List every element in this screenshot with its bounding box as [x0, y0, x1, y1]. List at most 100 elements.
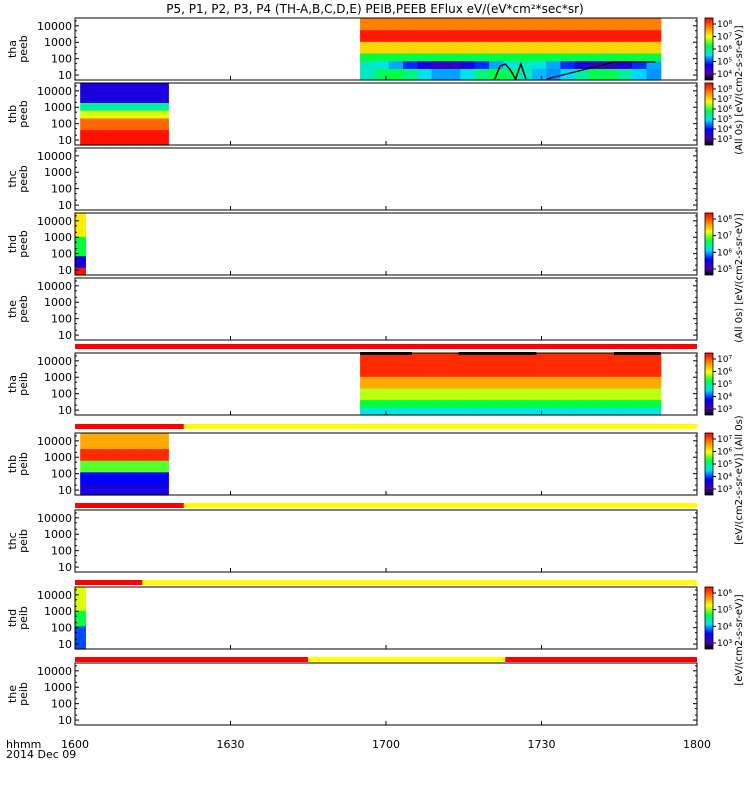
spectrogram-cell: [388, 387, 404, 393]
spectrogram-cell: [474, 21, 490, 27]
spectrogram-cell: [574, 356, 590, 362]
spectrogram-cell: [80, 133, 96, 138]
spectrogram-cell: [603, 372, 619, 377]
spectrogram-cell: [503, 364, 519, 370]
spectrogram-cell: [124, 471, 140, 477]
spectrogram-cell: [75, 244, 86, 249]
spectrogram-cell: [124, 94, 140, 100]
spectrogram-cell: [474, 360, 490, 366]
spectrogram-cell: [560, 399, 576, 404]
spectrogram-cell: [374, 395, 390, 401]
spectrogram-cell: [403, 76, 418, 81]
spectrogram-cell: [109, 117, 125, 123]
colorbar-tick-label: 10⁵: [717, 460, 732, 470]
spectrogram-cell: [488, 25, 504, 31]
spectrogram-cell: [75, 255, 86, 261]
spectrogram-cell: [617, 364, 633, 370]
spectrogram-cell: [632, 353, 648, 358]
colorbar-tick-label: 10⁸: [717, 215, 732, 225]
time-tick-label: 1800: [683, 738, 711, 751]
spectrogram-cell: [445, 21, 461, 27]
spectrogram-cell: [488, 372, 504, 377]
y-tick-label: 10: [58, 638, 72, 651]
spectrogram-cell: [124, 137, 140, 142]
spectrogram-cell: [531, 41, 547, 46]
spectrogram-cell: [403, 72, 418, 77]
spectrogram-cell: [360, 411, 375, 416]
spectrogram-cell: [632, 403, 648, 408]
spectrogram-cell: [360, 56, 375, 62]
spectrogram-cell: [517, 33, 533, 38]
spectrogram-cell: [94, 133, 111, 138]
colorbar-tick-label: 10⁴: [717, 393, 732, 403]
spectrogram-cell: [445, 395, 461, 401]
spectrogram-cell: [603, 356, 619, 362]
spectrogram-cell: [374, 407, 390, 412]
spectrogram-cell: [445, 72, 461, 77]
spectrogram-cell: [445, 411, 461, 416]
colorbar-tick-label: 10⁶: [717, 589, 732, 599]
spectrogram-cell: [488, 18, 504, 23]
spectrogram-cell: [417, 29, 433, 35]
spectrogram-cell: [124, 479, 140, 484]
spacecraft-potential-trace: [546, 61, 656, 80]
y-tick-label: 10: [58, 404, 72, 417]
spectrogram-cell: [75, 271, 86, 276]
y-tick-label: 10000: [37, 150, 72, 163]
spectrogram-cell: [517, 380, 533, 385]
spectrogram-cell: [474, 407, 490, 412]
spectrogram-cell: [445, 18, 461, 23]
spectrogram-cell: [503, 368, 519, 373]
spectrogram-cell: [431, 395, 447, 401]
spectrogram-cell: [80, 106, 96, 111]
spectrogram-cell: [124, 86, 140, 92]
spectrogram-cell: [94, 491, 111, 496]
spectrogram-cell: [109, 444, 125, 450]
spectrogram-cell: [488, 45, 504, 50]
spectrogram-cell: [546, 60, 562, 66]
spectrogram-cell: [124, 98, 140, 103]
spectrogram-cell: [388, 41, 404, 46]
spectrogram-cell: [617, 353, 633, 358]
spectrogram-cell: [417, 387, 433, 393]
spectrogram-cell: [431, 356, 447, 362]
spectrogram-cell: [374, 25, 390, 31]
colorbar-tick-label: 10⁸: [717, 85, 732, 95]
spectrogram-cell: [517, 364, 533, 370]
spectrogram-cell: [503, 387, 519, 393]
spectrogram-cell: [360, 68, 375, 73]
spectrogram-cell: [531, 45, 547, 50]
spectrogram-cell: [109, 456, 125, 461]
spectrogram-cell: [417, 37, 433, 42]
spectrogram-cell: [503, 52, 519, 58]
spectrogram-cell: [153, 94, 169, 100]
spectrogram-cell: [474, 372, 490, 377]
spectrogram-cell: [80, 86, 96, 92]
y-axis-label: peib: [17, 372, 30, 396]
colorbar-unit-labels: (All 0s) [eV/(cm2-s-sr-eV)] (All 0s) [eV/…: [734, 25, 745, 685]
spectrogram-cell: [460, 41, 476, 46]
spectrogram-cell: [646, 368, 662, 373]
spectrogram-cell: [138, 444, 155, 450]
spectrogram-cell: [574, 29, 590, 35]
spectrogram-cell: [75, 228, 86, 233]
spectrogram-cell: [574, 364, 590, 370]
spectrogram-cell: [417, 364, 433, 370]
spectrogram-cell: [80, 487, 96, 492]
spectrogram-cell: [75, 587, 86, 592]
spectrogram-cell: [488, 384, 504, 389]
spectrogram-cell: [80, 448, 96, 453]
spectrogram-cell: [546, 56, 562, 62]
spectrogram-cell: [531, 368, 547, 373]
spectrogram-cell: [517, 353, 533, 358]
spectrogram-cell: [531, 18, 547, 23]
spectrogram-cell: [109, 110, 125, 115]
spectrogram-cell: [360, 25, 375, 31]
spectrogram-cell: [503, 403, 519, 408]
y-axis-label: thc: [6, 532, 19, 549]
colorbar-tick-label: 10⁶: [717, 368, 732, 378]
spectrogram-cell: [75, 216, 86, 222]
spectrogram-cell: [360, 356, 375, 362]
y-axis-label: tha: [6, 375, 19, 393]
